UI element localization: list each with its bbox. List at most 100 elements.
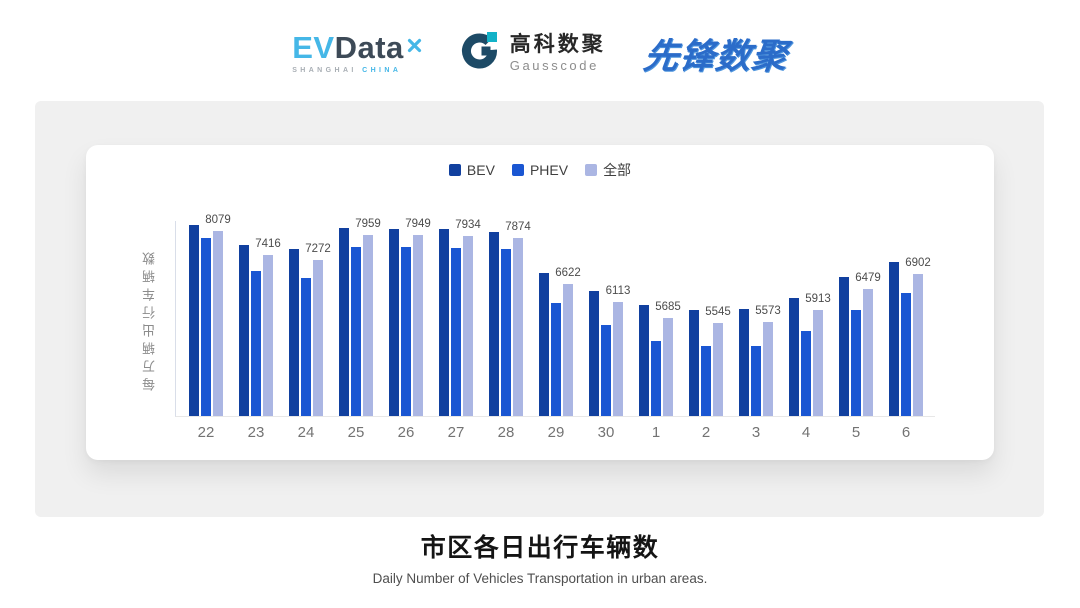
bar-group-22: 8079 22 [189,214,231,441]
value-label-25: 7959 [355,218,381,230]
evdata-x-icon [407,27,422,58]
evdata-data-text: Data [334,30,404,65]
bar-phev-29 [551,303,561,416]
bar-group-28: 7874 28 [489,221,531,441]
value-label-24: 7272 [305,243,331,255]
bar-group-6: 6902 6 [889,221,931,441]
bar-all-1 [663,318,673,416]
bar-phev-23 [251,271,261,416]
gausscode-en-text: Gausscode [509,57,599,73]
value-label-27: 7934 [455,219,481,231]
legend-item-all[interactable]: 全部 [585,160,631,180]
bar-phev-6 [901,293,911,416]
x-tick-label-23: 23 [247,424,265,441]
legend-swatch-bev [448,164,461,176]
pioneer-logo: 先锋数聚 [641,36,790,76]
page-title: 市区各日出行车辆数 [420,534,660,562]
bar-group-26: 7949 26 [389,218,431,441]
x-tick-label-6: 6 [901,424,911,441]
evdata-wordmark: EV Data [292,32,422,63]
value-label-5: 6479 [855,272,881,284]
bar-phev-1 [651,341,661,416]
value-label-3: 5573 [755,305,781,317]
bar-all-4 [813,310,823,416]
legend-item-phev[interactable]: PHEV [511,162,569,178]
bar-all-22 [213,231,223,416]
bar-bev-5 [839,277,849,416]
bar-bev-23 [239,245,249,416]
evdata-logo: EV Data SHANGHAI CHINA [292,32,422,74]
bar-group-30: 6113 30 [589,221,630,441]
value-label-1: 5685 [655,301,681,313]
bar-all-5 [863,289,873,416]
bar-bev-2 [689,310,699,416]
bar-all-23 [263,255,273,416]
legend-swatch-all [585,164,598,176]
legend-swatch-phev [511,164,524,176]
bar-group-4: 5913 4 [789,221,831,441]
bar-bev-24 [289,249,299,416]
bar-all-28 [513,238,523,416]
bar-phev-25 [351,247,361,416]
bar-group-1: 5685 1 [639,221,681,441]
bar-all-29 [563,284,573,416]
x-tick-label-5: 5 [851,424,861,441]
bar-bev-27 [439,229,449,416]
value-label-22: 8079 [205,214,231,226]
bar-phev-27 [451,248,461,416]
gausscode-logo: 高科数聚 Gausscode [460,31,606,76]
bar-group-29: 6622 29 [539,221,581,441]
bar-group-2: 5545 2 [689,221,731,441]
legend: BEV PHEV 全部 [86,160,994,180]
x-tick-label-2: 2 [701,424,711,441]
evdata-tagline-china: CHINA [362,67,402,74]
bar-phev-3 [751,346,761,416]
bar-bev-22 [189,225,199,416]
x-tick-label-29: 29 [547,424,565,441]
value-label-2: 5545 [705,306,731,318]
legend-label-all: 全部 [603,162,632,178]
bar-phev-30 [601,325,611,416]
evdata-ev-text: EV [292,30,335,65]
bar-bev-28 [489,232,499,416]
bar-phev-26 [401,247,411,416]
value-label-4: 5913 [805,293,831,305]
plot-area: 8079 22 7416 23 7272 24 7959 25 7949 26 7934 27 7874… [175,214,935,441]
bar-bev-3 [739,309,749,416]
gausscode-cn-text: 高科数聚 [509,33,606,57]
value-label-28: 7874 [505,221,531,233]
bar-phev-2 [701,346,711,416]
gausscode-g-icon [460,31,500,76]
bar-phev-5 [851,310,861,416]
legend-item-bev[interactable]: BEV [448,162,495,178]
bar-bev-6 [889,262,899,416]
bar-all-3 [763,322,773,416]
value-label-23: 7416 [255,238,281,250]
gausscode-text-block: 高科数聚 Gausscode [510,33,606,72]
evdata-tagline: SHANGHAI CHINA [292,67,422,74]
x-tick-label-3: 3 [751,424,761,441]
bar-phev-28 [501,249,511,416]
bar-bev-29 [539,273,549,416]
bar-all-30 [613,302,623,416]
bar-group-27: 7934 27 [439,219,481,441]
x-tick-label-25: 25 [347,424,365,441]
bar-group-5: 6479 5 [839,221,881,441]
bar-bev-4 [789,298,799,416]
evdata-tagline-shanghai: SHANGHAI [292,67,357,74]
value-label-30: 6113 [605,285,631,297]
value-label-6: 6902 [905,257,931,269]
legend-label-bev: BEV [466,162,495,178]
bar-phev-24 [301,278,311,416]
value-label-26: 7949 [405,218,431,230]
y-axis-title: 每万辆出行车辆数 [141,247,157,391]
gray-panel: BEV PHEV 全部 每万辆出行车辆数 8079 22 7416 23 7272 24 795… [35,101,1044,517]
page-subtitle: Daily Number of Vehicles Transportation … [372,571,708,586]
x-tick-label-22: 22 [197,424,215,441]
bar-group-3: 5573 3 [739,221,781,441]
bar-group-24: 7272 24 [289,221,331,441]
chart-card: BEV PHEV 全部 每万辆出行车辆数 8079 22 7416 23 7272 24 795… [86,145,994,460]
bar-all-26 [413,235,423,416]
bar-all-24 [313,260,323,416]
legend-label-phev: PHEV [529,162,569,178]
